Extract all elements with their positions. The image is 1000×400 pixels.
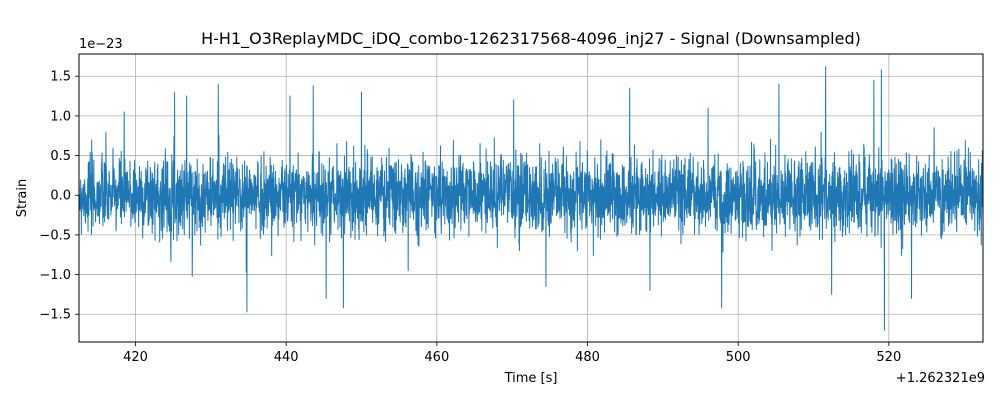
chart-title: H-H1_O3ReplayMDC_iDQ_combo-1262317568-40…: [201, 29, 861, 49]
y-scale-label: 1e−23: [79, 37, 123, 52]
y-tick-label: −1.0: [39, 268, 71, 283]
signal-series-line: [78, 66, 984, 331]
y-axis: −1.5 −1.0 −0.5 0.0 0.5 1.0 1.5: [39, 70, 79, 323]
y-tick-label: 1.0: [50, 109, 71, 124]
x-tick-label: 460: [424, 350, 449, 365]
series-layer: [78, 66, 984, 331]
y-tick-label: 0.0: [50, 189, 71, 204]
x-tick-label: 520: [876, 350, 901, 365]
y-axis-label: Strain: [15, 179, 30, 218]
x-tick-label: 480: [575, 350, 600, 365]
y-tick-label: −0.5: [39, 228, 71, 243]
x-tick-label: 500: [726, 350, 751, 365]
plot-frame: [78, 53, 984, 343]
x-tick-label: 440: [274, 350, 299, 365]
y-tick-label: 1.5: [50, 70, 71, 85]
y-tick-label: −1.5: [39, 308, 71, 323]
x-axis-label: Time [s]: [504, 371, 558, 386]
y-tick-label: 0.5: [50, 149, 71, 164]
x-offset-label: +1.262321e9: [896, 371, 985, 386]
x-tick-label: 420: [123, 350, 148, 365]
x-axis: 420 440 460 480 500 520: [123, 342, 901, 365]
